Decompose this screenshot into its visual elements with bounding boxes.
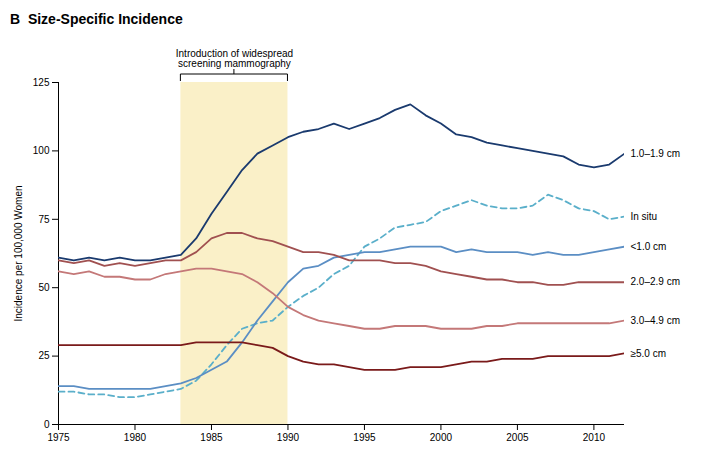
svg-text:2000: 2000 [430, 432, 453, 443]
svg-text:1.0–1.9 cm: 1.0–1.9 cm [631, 148, 680, 159]
svg-text:≥5.0 cm: ≥5.0 cm [631, 348, 667, 359]
svg-text:1995: 1995 [353, 432, 376, 443]
svg-text:25: 25 [38, 350, 50, 361]
svg-text:In situ: In situ [631, 211, 658, 222]
svg-text:<1.0 cm: <1.0 cm [631, 241, 667, 252]
svg-text:Incidence per 100,000 Women: Incidence per 100,000 Women [13, 185, 24, 321]
svg-text:2005: 2005 [506, 432, 529, 443]
svg-text:1975: 1975 [47, 432, 70, 443]
svg-text:50: 50 [38, 282, 50, 293]
svg-text:1985: 1985 [200, 432, 223, 443]
svg-text:3.0–4.9 cm: 3.0–4.9 cm [631, 315, 680, 326]
svg-text:0: 0 [44, 419, 50, 430]
svg-text:2010: 2010 [583, 432, 606, 443]
svg-text:1990: 1990 [277, 432, 300, 443]
svg-text:100: 100 [33, 145, 50, 156]
svg-text:75: 75 [38, 214, 50, 225]
svg-text:2.0–2.9 cm: 2.0–2.9 cm [631, 276, 680, 287]
html-text:B Size-Specific Incidence: B Size-Specific Incidence [10, 11, 183, 27]
svg-text:1980: 1980 [124, 432, 147, 443]
svg-text:125: 125 [33, 77, 50, 88]
svg-text:Introduction of widespreadscre: Introduction of widespreadscreening mamm… [176, 48, 293, 69]
